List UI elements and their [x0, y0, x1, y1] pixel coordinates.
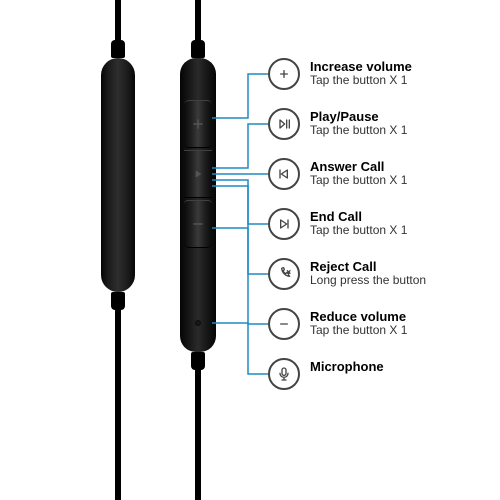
callout-sub: Tap the button X 1	[310, 224, 490, 237]
microphone-text: Microphone	[310, 360, 490, 374]
left-cable-top	[115, 0, 121, 40]
right-ferrule-bottom	[191, 352, 205, 370]
callout-sub: Tap the button X 1	[310, 74, 490, 87]
right-cable-top	[195, 0, 201, 40]
end-call-text: End CallTap the button X 1	[310, 210, 490, 237]
callout-line	[212, 228, 268, 324]
volume-down-button	[184, 200, 212, 248]
callout-sub: Tap the button X 1	[310, 324, 490, 337]
end-call-icon	[268, 208, 300, 240]
left-cable-bottom	[115, 310, 121, 500]
callout-line	[212, 323, 268, 374]
callout-title: Reject Call	[310, 260, 490, 274]
callout-title: Increase volume	[310, 60, 490, 74]
microphone-icon	[268, 358, 300, 390]
inc-volume-icon	[268, 58, 300, 90]
callout-line	[212, 124, 268, 168]
callout-title: Play/Pause	[310, 110, 490, 124]
callout-sub: Tap the button X 1	[310, 124, 490, 137]
left-ferrule-top	[111, 40, 125, 58]
play-pause-icon	[268, 108, 300, 140]
play-pause-button	[184, 150, 212, 198]
callout-line	[212, 186, 268, 274]
play-pause-text: Play/PauseTap the button X 1	[310, 110, 490, 137]
reject-call-icon	[268, 258, 300, 290]
callout-sub: Long press the button	[310, 274, 490, 287]
callout-line	[212, 74, 268, 118]
answer-call-icon	[268, 158, 300, 190]
reject-call-text: Reject CallLong press the button	[310, 260, 490, 287]
diagram-stage: Increase volumeTap the button X 1Play/Pa…	[0, 0, 500, 500]
reduce-vol-text: Reduce volumeTap the button X 1	[310, 310, 490, 337]
callout-title: Microphone	[310, 360, 490, 374]
left-mic-body	[101, 58, 135, 292]
callout-sub: Tap the button X 1	[310, 174, 490, 187]
inc-volume-text: Increase volumeTap the button X 1	[310, 60, 490, 87]
answer-call-text: Answer CallTap the button X 1	[310, 160, 490, 187]
right-ferrule-top	[191, 40, 205, 58]
volume-up-button	[184, 100, 212, 148]
callout-title: Reduce volume	[310, 310, 490, 324]
reduce-vol-icon	[268, 308, 300, 340]
left-ferrule-bottom	[111, 292, 125, 310]
right-cable-bottom	[195, 370, 201, 500]
microphone-hole	[195, 320, 201, 326]
callout-title: Answer Call	[310, 160, 490, 174]
callout-title: End Call	[310, 210, 490, 224]
callout-line	[212, 180, 268, 224]
